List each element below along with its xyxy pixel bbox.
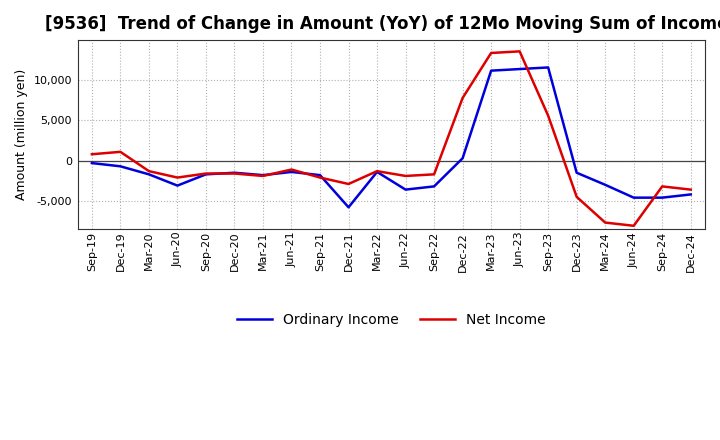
Ordinary Income bbox=[344, 205, 353, 210]
Ordinary Income bbox=[202, 172, 210, 177]
Net Income bbox=[658, 184, 667, 189]
Net Income bbox=[458, 95, 467, 101]
Ordinary Income bbox=[173, 183, 181, 188]
Y-axis label: Amount (million yen): Amount (million yen) bbox=[15, 69, 28, 200]
Net Income bbox=[88, 152, 96, 157]
Net Income bbox=[145, 169, 153, 174]
Net Income bbox=[544, 113, 552, 118]
Ordinary Income bbox=[572, 170, 581, 176]
Line: Ordinary Income: Ordinary Income bbox=[92, 67, 690, 207]
Net Income bbox=[487, 50, 495, 55]
Net Income bbox=[686, 187, 695, 192]
Ordinary Income bbox=[629, 195, 638, 200]
Net Income bbox=[258, 173, 267, 179]
Legend: Ordinary Income, Net Income: Ordinary Income, Net Income bbox=[232, 308, 551, 333]
Ordinary Income bbox=[116, 164, 125, 169]
Net Income bbox=[202, 171, 210, 176]
Ordinary Income bbox=[401, 187, 410, 192]
Net Income bbox=[601, 220, 610, 225]
Ordinary Income bbox=[230, 170, 239, 176]
Ordinary Income bbox=[601, 182, 610, 187]
Ordinary Income bbox=[315, 172, 324, 178]
Ordinary Income bbox=[544, 65, 552, 70]
Ordinary Income bbox=[88, 161, 96, 166]
Net Income bbox=[401, 173, 410, 179]
Net Income bbox=[516, 49, 524, 54]
Net Income bbox=[629, 223, 638, 228]
Net Income bbox=[344, 181, 353, 187]
Ordinary Income bbox=[287, 169, 296, 175]
Net Income bbox=[430, 172, 438, 177]
Line: Net Income: Net Income bbox=[92, 51, 690, 226]
Net Income bbox=[230, 171, 239, 176]
Net Income bbox=[373, 169, 382, 174]
Ordinary Income bbox=[430, 184, 438, 189]
Net Income bbox=[173, 175, 181, 180]
Net Income bbox=[315, 175, 324, 180]
Ordinary Income bbox=[258, 172, 267, 178]
Net Income bbox=[287, 167, 296, 172]
Ordinary Income bbox=[458, 156, 467, 161]
Net Income bbox=[116, 149, 125, 154]
Ordinary Income bbox=[658, 195, 667, 200]
Ordinary Income bbox=[516, 66, 524, 72]
Ordinary Income bbox=[686, 192, 695, 197]
Ordinary Income bbox=[373, 169, 382, 175]
Net Income bbox=[572, 194, 581, 199]
Title: [9536]  Trend of Change in Amount (YoY) of 12Mo Moving Sum of Incomes: [9536] Trend of Change in Amount (YoY) o… bbox=[45, 15, 720, 33]
Ordinary Income bbox=[145, 172, 153, 177]
Ordinary Income bbox=[487, 68, 495, 73]
